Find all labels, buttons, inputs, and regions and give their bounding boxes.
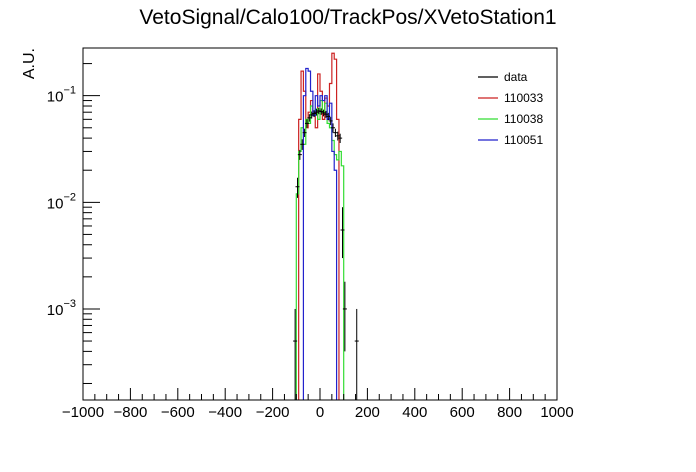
legend-entry-110051: 110051 — [478, 133, 543, 147]
y-tick-label: 10−1 — [47, 85, 76, 106]
legend-entry-data: data — [478, 70, 528, 84]
points-series-data — [293, 107, 359, 400]
legend-label: 110033 — [504, 91, 543, 105]
legend-entry-110038: 110038 — [478, 112, 543, 126]
legend-label: 110051 — [504, 133, 543, 147]
histogram-layer — [295, 52, 345, 400]
x-tick-label: 0 — [316, 404, 324, 421]
data-points-layer — [293, 107, 359, 400]
legend-label: data — [504, 70, 528, 84]
x-tick-label: −400 — [208, 404, 242, 421]
y-tick-label: 10−3 — [47, 298, 76, 319]
x-tick-label: 400 — [402, 404, 427, 421]
histogram-outline — [302, 67, 338, 400]
histogram-outline — [298, 52, 340, 400]
histogram-series-110033 — [298, 52, 340, 400]
x-tick-label: −200 — [256, 404, 290, 421]
axes-layer: −1000 −800 −600 −400 −200 0 200 400 600 800 1000 10… — [47, 63, 574, 421]
x-tick-label: 800 — [497, 404, 522, 421]
x-tick-label: −1000 — [62, 404, 104, 421]
x-tick-label: −800 — [114, 404, 148, 421]
legend-entry-110033: 110033 — [478, 91, 543, 105]
y-axis-label: A.U. — [21, 48, 38, 79]
legend: data 110033 110038 110051 — [478, 70, 543, 147]
legend-label: 110038 — [504, 112, 543, 126]
x-tick-label: −600 — [161, 404, 195, 421]
chart-title: VetoSignal/Calo100/TrackPos/XVetoStation… — [139, 6, 556, 29]
histogram-series-110051 — [302, 67, 338, 400]
x-tick-label: 200 — [355, 404, 380, 421]
x-tick-label: 600 — [450, 404, 475, 421]
y-tick-label: 10−2 — [47, 191, 76, 212]
x-tick-label: 1000 — [540, 404, 573, 421]
